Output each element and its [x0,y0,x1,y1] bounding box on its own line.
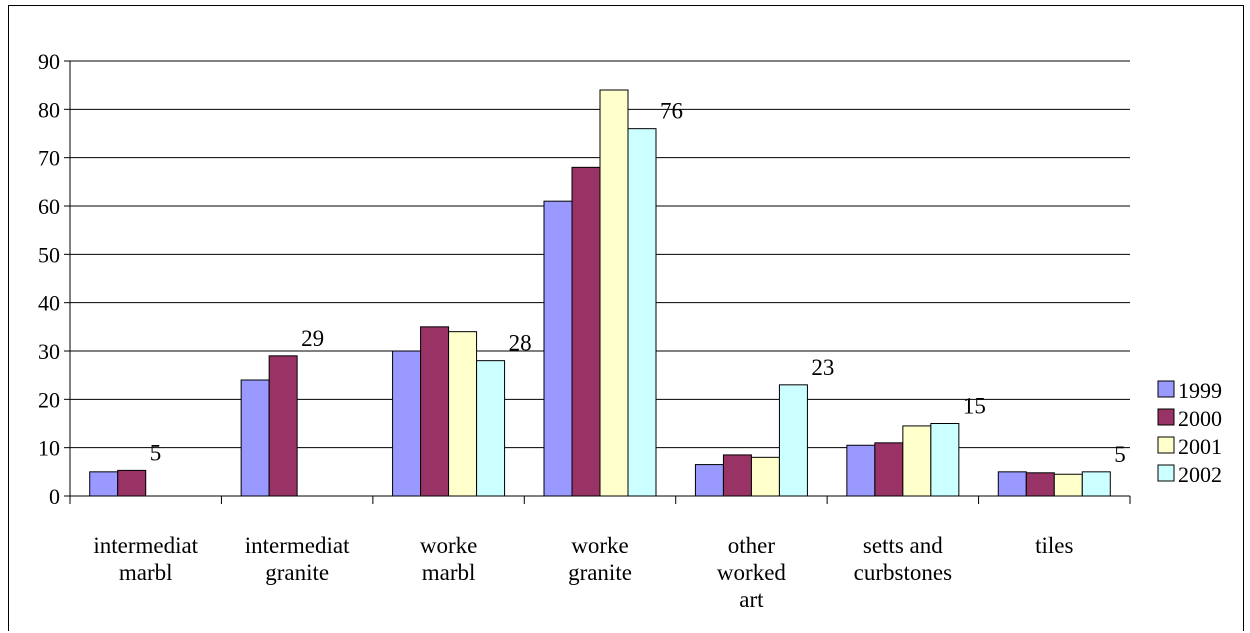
bar-1999 [89,471,119,497]
bar-2000 [874,442,904,497]
x-category-label: worke [571,533,628,558]
bar-2002 [778,384,808,497]
x-category-label: worke [420,533,477,558]
bar-2000 [268,355,298,497]
bar-2000 [420,326,450,497]
bar-2002 [1081,471,1111,497]
data-label: 15 [963,394,986,419]
data-label: 29 [301,326,324,351]
bar-2000 [571,166,601,497]
bar-2002 [476,360,506,497]
y-tick-label: 60 [38,194,60,219]
data-label: 5 [1114,442,1126,467]
y-tick-label: 80 [38,97,60,122]
y-tick-label: 70 [38,146,60,171]
bar-2000 [1025,472,1055,497]
data-label: 28 [509,331,532,356]
x-category-label: marbl [119,560,173,585]
y-tick-label: 20 [38,387,60,412]
bar-2001 [599,89,629,497]
legend-swatch-2001 [1157,436,1175,454]
legend-label-2000: 2000 [1178,406,1222,431]
bar-2000 [117,469,147,497]
data-label: 5 [150,440,162,465]
bar-2002 [930,423,960,497]
bar-2001 [1053,473,1083,497]
x-category-label: tiles [1035,533,1073,558]
y-tick-label: 30 [38,339,60,364]
legend-label-2002: 2002 [1178,462,1222,487]
bar-2001 [448,331,478,497]
bar-1999 [543,200,573,497]
x-category-label: setts and [863,533,943,558]
legend-swatch-1999 [1157,380,1175,398]
bar-2001 [750,456,780,497]
x-category-label: curbstones [854,560,952,585]
legend-swatch-2002 [1157,464,1175,482]
bar-1999 [846,444,876,497]
x-category-label: worked [717,560,786,585]
bar-1999 [694,464,724,497]
chart-frame [8,5,1244,631]
bar-2002 [627,128,657,497]
legend-swatch-2000 [1157,408,1175,426]
x-category-label: granite [568,560,632,585]
y-tick-label: 0 [49,484,60,509]
bar-1999 [240,379,270,497]
bar-1999 [392,350,422,497]
x-category-label: intermediat [245,533,350,558]
bar-2001 [902,425,932,497]
bar-1999 [997,471,1027,497]
x-category-label: intermediat [93,533,198,558]
y-tick-label: 90 [38,49,60,74]
bar-2000 [722,454,752,497]
y-tick-label: 50 [38,242,60,267]
legend-label-2001: 2001 [1178,434,1222,459]
x-category-label: marbl [422,560,476,585]
x-category-label: art [739,587,764,612]
y-tick-label: 40 [38,291,60,316]
data-label: 23 [811,355,834,380]
y-tick-label: 10 [38,436,60,461]
data-label: 76 [660,99,683,124]
legend-label-1999: 1999 [1178,378,1222,403]
x-category-label: other [728,533,776,558]
x-category-label: granite [265,560,329,585]
